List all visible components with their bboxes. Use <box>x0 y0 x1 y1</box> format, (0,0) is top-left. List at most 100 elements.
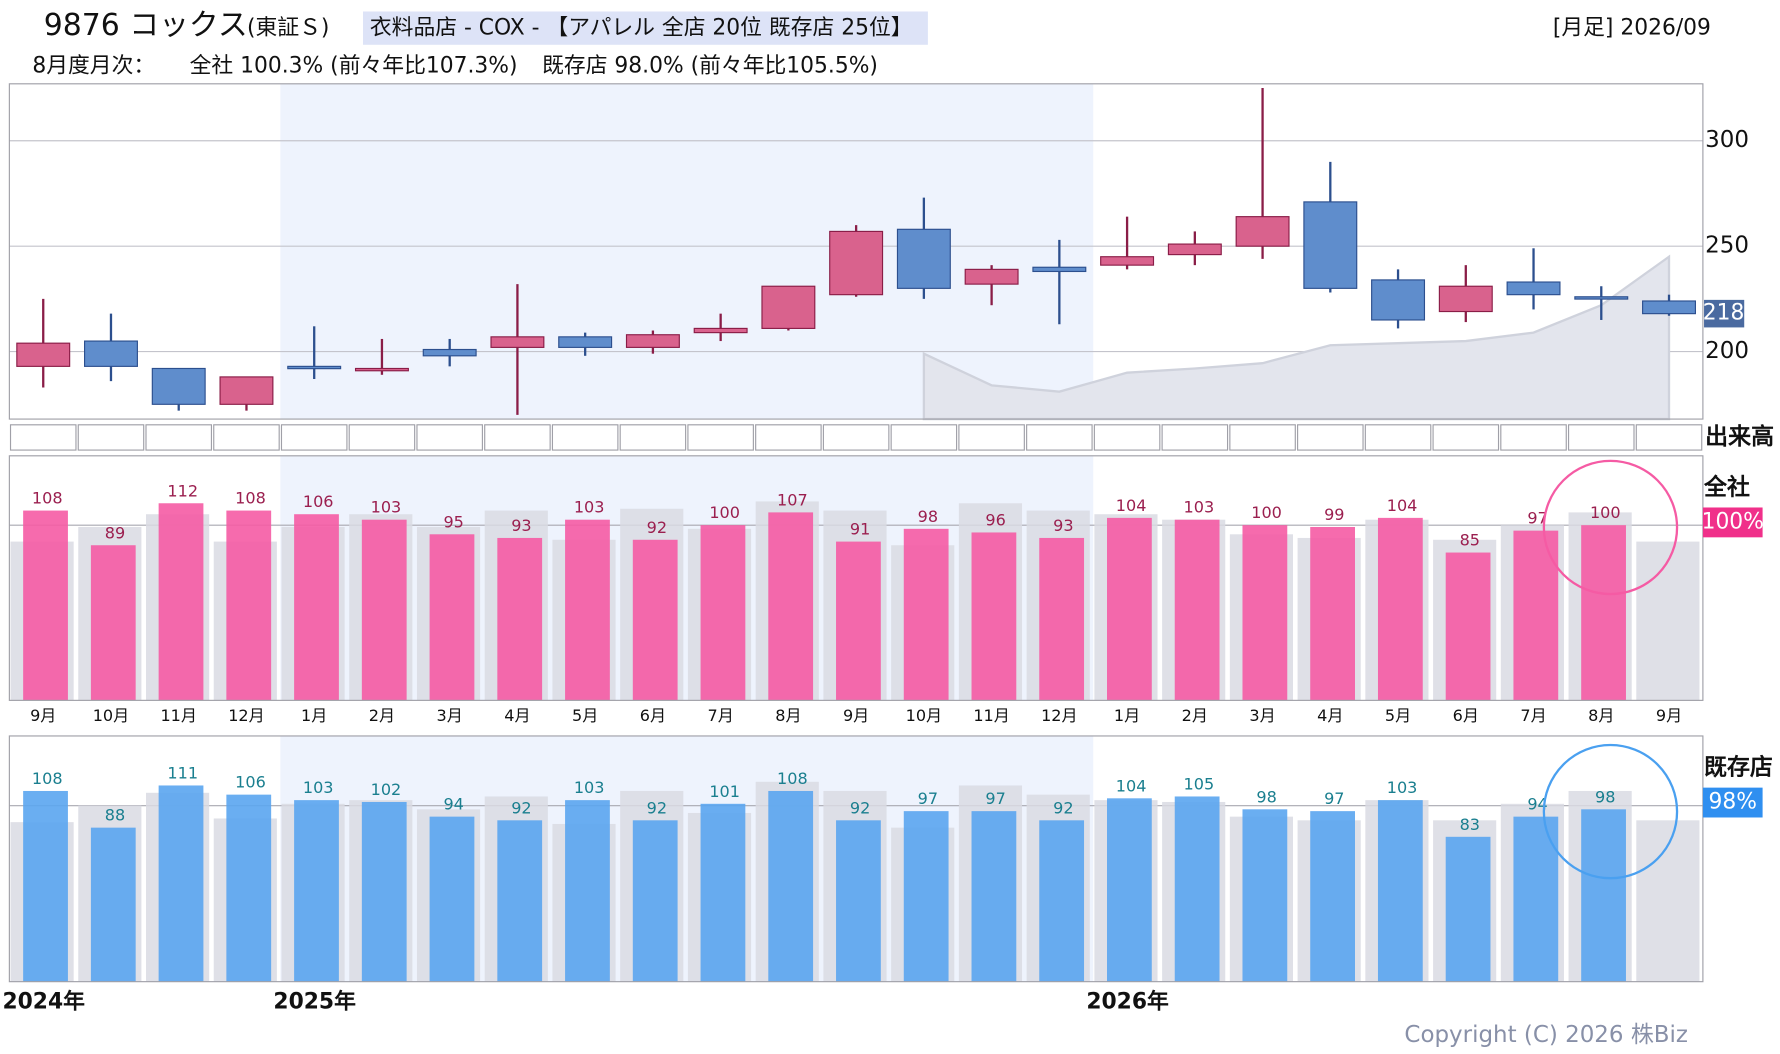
value-label: 97 <box>918 789 938 808</box>
summary-all: 全社 100.3% (前々年比107.3%) <box>190 54 518 79</box>
value-label: 92 <box>850 798 870 817</box>
last-price: 218 <box>1703 301 1745 326</box>
bar <box>1377 517 1423 701</box>
bar <box>632 539 678 701</box>
x-tick-label: 6月 <box>640 706 666 725</box>
year-shade <box>280 455 1094 701</box>
value-label: 95 <box>443 512 463 531</box>
volume-cell <box>822 424 890 451</box>
x-tick-label: 12月 <box>228 706 265 725</box>
bar <box>632 820 678 982</box>
volume-cell <box>77 424 145 451</box>
bar <box>1242 809 1288 982</box>
x-tick-label: 9月 <box>843 706 869 725</box>
value-label: 97 <box>1324 789 1344 808</box>
candle-body <box>964 268 1019 285</box>
value-label: 92 <box>1053 798 1073 817</box>
badge-bg <box>1702 787 1763 818</box>
value-label: 108 <box>235 489 266 508</box>
value-label: 103 <box>574 498 605 517</box>
highlight-circle <box>1542 743 1679 880</box>
value-label: 106 <box>303 492 334 511</box>
bar <box>565 519 610 701</box>
bar <box>700 803 746 982</box>
year-shade <box>280 735 1094 982</box>
area <box>922 254 1671 421</box>
value-label: 96 <box>985 510 1005 529</box>
value-label: 103 <box>1184 498 1215 517</box>
bar <box>903 811 949 982</box>
code-name: 9876 コックス <box>44 8 248 43</box>
summary-existing: 既存店 98.0% (前々年比105.5%) <box>542 54 878 79</box>
value-label: 92 <box>511 798 531 817</box>
bar <box>1174 519 1220 701</box>
value-label: 106 <box>235 773 266 792</box>
volume-cell <box>890 424 958 451</box>
x-tick-label: 11月 <box>160 706 197 725</box>
candle-body <box>287 365 342 370</box>
volume-cell <box>1093 424 1161 451</box>
value-label: 85 <box>1460 531 1480 550</box>
value-label: 98 <box>918 507 938 526</box>
candle-body <box>1032 266 1087 273</box>
x-tick-label: 2月 <box>1182 706 1208 725</box>
volume-label: 出来高 <box>1705 423 1774 450</box>
bar <box>1513 816 1559 982</box>
bar <box>1174 796 1220 982</box>
value-label: 88 <box>105 806 125 825</box>
bar <box>1310 526 1355 701</box>
volume-cell <box>9 424 77 451</box>
candle-body <box>219 376 274 405</box>
volume-cell <box>551 424 619 451</box>
value-label: 100 <box>709 503 740 522</box>
bar <box>1445 836 1491 982</box>
bar <box>226 794 272 982</box>
candle-body <box>354 367 409 372</box>
x-tick-label: 12月 <box>1041 706 1078 725</box>
value-label: 103 <box>1387 778 1418 797</box>
volume-cell <box>1161 424 1229 451</box>
value-label: 107 <box>777 490 808 509</box>
x-tick-label: 5月 <box>572 706 598 725</box>
bar <box>429 534 475 701</box>
value-label: 94 <box>443 795 463 814</box>
volume-cell <box>687 424 754 451</box>
volume-cell <box>1229 424 1296 451</box>
value-label: 103 <box>371 498 402 517</box>
bar <box>294 514 339 701</box>
market: (東証Ｓ) <box>247 16 329 41</box>
value-label: 83 <box>1460 815 1480 834</box>
x-tick-label: 1月 <box>301 706 327 725</box>
value-label: 92 <box>647 518 667 537</box>
value-label: 97 <box>1527 509 1547 528</box>
y-tick-label: 250 <box>1705 233 1749 259</box>
value-label: 93 <box>1053 516 1073 535</box>
candle-body <box>83 340 138 367</box>
volume-cell <box>1567 424 1635 451</box>
volume-cell <box>416 424 483 451</box>
bar <box>700 525 746 701</box>
candle-body <box>829 230 884 296</box>
bar <box>497 537 543 701</box>
x-tick-label: 2月 <box>369 706 395 725</box>
sector: 衣料品店 - COX - 【アパレル 全店 20位 既存店 25位】 <box>370 16 913 41</box>
bar <box>158 785 204 982</box>
candle-body <box>693 327 748 334</box>
volume-cell <box>755 424 822 451</box>
bar <box>971 811 1017 982</box>
x-tick-label: 3月 <box>437 706 463 725</box>
volume-cell <box>1364 424 1432 451</box>
volume-cell <box>1500 424 1567 451</box>
candle-body <box>1371 279 1426 321</box>
bar <box>971 532 1017 701</box>
volume-cell <box>1635 424 1703 451</box>
bar <box>1581 809 1626 982</box>
x-tick-label: 8月 <box>1588 706 1614 725</box>
volume-cell <box>1297 424 1364 451</box>
value-label: 101 <box>709 782 740 801</box>
value-label: 89 <box>105 523 125 542</box>
bar <box>361 801 407 982</box>
bar <box>768 512 814 701</box>
value-label: 102 <box>371 780 402 799</box>
value-label: 98 <box>1595 787 1615 806</box>
